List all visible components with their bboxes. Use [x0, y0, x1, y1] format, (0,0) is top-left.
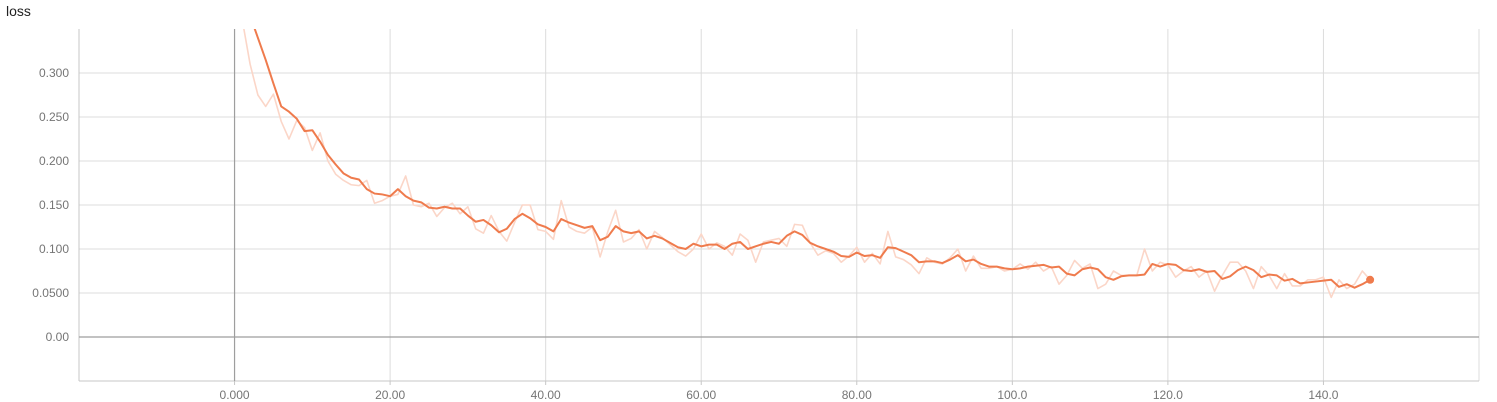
smoothed-loss-line	[253, 29, 1371, 289]
x-tick-label: 20.00	[375, 388, 405, 402]
chart-title: loss	[6, 3, 31, 19]
tick-labels: 0.000 20.00 40.00 60.00 80.00 100.0 120.0 140.0…	[32, 66, 1338, 402]
x-tick-label: 60.00	[686, 388, 716, 402]
y-tick-label: 0.00	[46, 330, 70, 344]
grid-lines	[79, 29, 1480, 381]
x-tick-label: 80.00	[842, 388, 872, 402]
x-tick-label: 40.00	[531, 388, 561, 402]
y-tick-label: 0.150	[39, 198, 69, 212]
axes	[78, 29, 1479, 385]
x-tick-label: 120.0	[1153, 388, 1183, 402]
last-point-marker	[1366, 275, 1375, 284]
x-tick-label: 140.0	[1308, 388, 1338, 402]
y-tick-label: 0.200	[39, 154, 69, 168]
x-tick-label: 100.0	[997, 388, 1027, 402]
plot-lines	[243, 29, 1371, 299]
y-tick-label: 0.100	[39, 242, 69, 256]
raw-loss-line	[243, 29, 1371, 299]
y-tick-label: 0.0500	[32, 286, 69, 300]
y-tick-label: 0.300	[39, 66, 69, 80]
y-tick-label: 0.250	[39, 110, 69, 124]
x-tick-label: 0.000	[220, 388, 250, 402]
